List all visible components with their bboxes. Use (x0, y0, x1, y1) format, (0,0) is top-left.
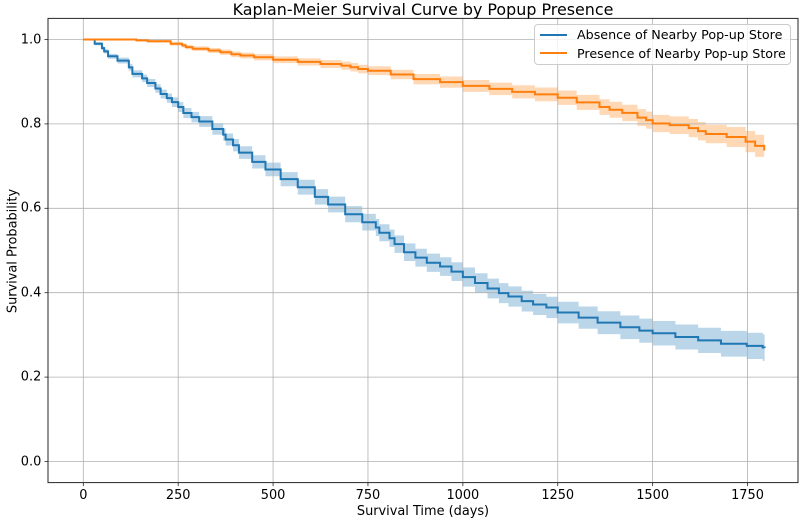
survival-curves (83, 38, 766, 349)
confidence-band (83, 39, 765, 362)
survival-curve (83, 38, 766, 151)
x-tick-label: 0 (79, 488, 88, 503)
x-tick-label: 500 (260, 488, 286, 503)
y-tick-label: 0.6 (20, 200, 42, 216)
x-tick-label: 750 (355, 488, 381, 503)
legend-line-swatch (539, 33, 567, 36)
legend-label: Absence of Nearby Pop-up Store (576, 27, 783, 42)
y-axis-label: Survival Probability (5, 188, 21, 314)
y-tick-label: 0.0 (20, 454, 42, 469)
y-tick-label: 0.4 (20, 285, 42, 301)
x-axis-label: Survival Time (days) (356, 504, 490, 519)
x-tick-label: 1000 (446, 488, 480, 503)
legend-line-swatch (539, 52, 567, 54)
chart-title: Kaplan-Meier Survival Curve by Popup Pre… (232, 0, 614, 19)
plot-border (47, 17, 799, 484)
x-tick-label: 1500 (636, 488, 670, 503)
legend-entry: Absence of Nearby Pop-up Store (539, 27, 786, 42)
y-tick-label: 0.2 (20, 369, 42, 385)
x-tick-label: 250 (165, 488, 191, 503)
legend-label: Presence of Nearby Pop-up Store (576, 45, 786, 61)
legend-entry: Presence of Nearby Pop-up Store (539, 45, 786, 61)
y-tick-label: 1.0 (20, 32, 42, 47)
x-tick-label: 1250 (541, 488, 575, 503)
survival-curve (83, 38, 766, 349)
x-tick-label: 1750 (731, 488, 764, 503)
confidence-bands (83, 39, 765, 362)
y-tick-label: 0.8 (20, 116, 42, 132)
tick-marks (44, 39, 748, 487)
legend: Absence of Nearby Pop-up Store Presence o… (533, 23, 792, 65)
axes-spines (47, 17, 799, 484)
